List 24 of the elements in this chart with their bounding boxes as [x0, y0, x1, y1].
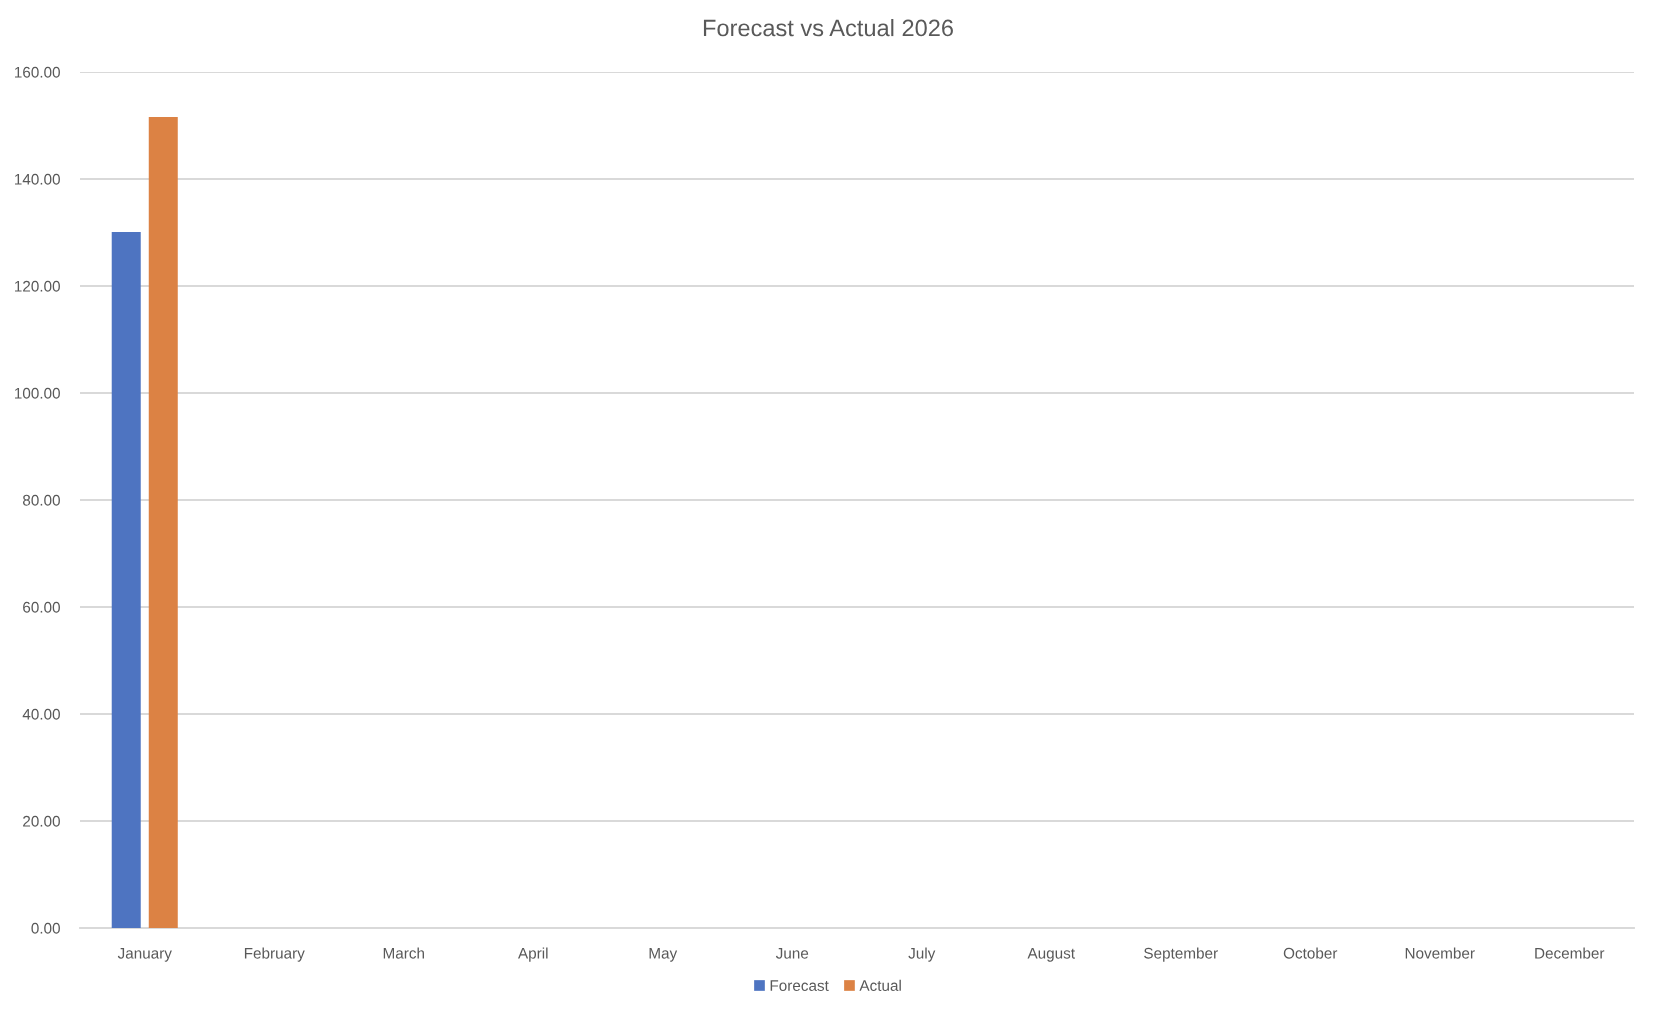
x-tick-label: December	[1535, 947, 1605, 959]
y-tick-label: 140.00	[15, 173, 60, 185]
legend-label: Actual	[859, 979, 901, 991]
x-tick-label: May	[649, 948, 678, 962]
y-tick-label: 160.00	[15, 66, 60, 78]
y-tick-label: 40.00	[22, 708, 60, 720]
y-tick-label: 120.00	[15, 280, 60, 292]
y-tick-label: 60.00	[23, 601, 60, 613]
x-tick-label: October	[1283, 947, 1338, 959]
chart-title: Forecast vs Actual 2026	[703, 19, 953, 37]
y-tick-label: 20.00	[23, 815, 60, 827]
x-tick-label: September	[1144, 947, 1218, 962]
y-tick-label: 80.00	[22, 494, 60, 506]
x-tick-label: January	[117, 948, 172, 962]
x-tick-label: April	[518, 947, 548, 962]
x-tick-label: June	[775, 948, 809, 959]
y-tick-label: 100.00	[15, 387, 60, 399]
legend-label: Forecast	[770, 980, 829, 991]
x-tick-label: March	[383, 947, 424, 959]
x-tick-label: February	[244, 947, 305, 962]
x-tick-label: July	[908, 947, 936, 962]
x-tick-label: August	[1027, 948, 1075, 962]
y-tick-label: 0.00	[31, 922, 60, 934]
x-tick-label: November	[1405, 947, 1475, 959]
